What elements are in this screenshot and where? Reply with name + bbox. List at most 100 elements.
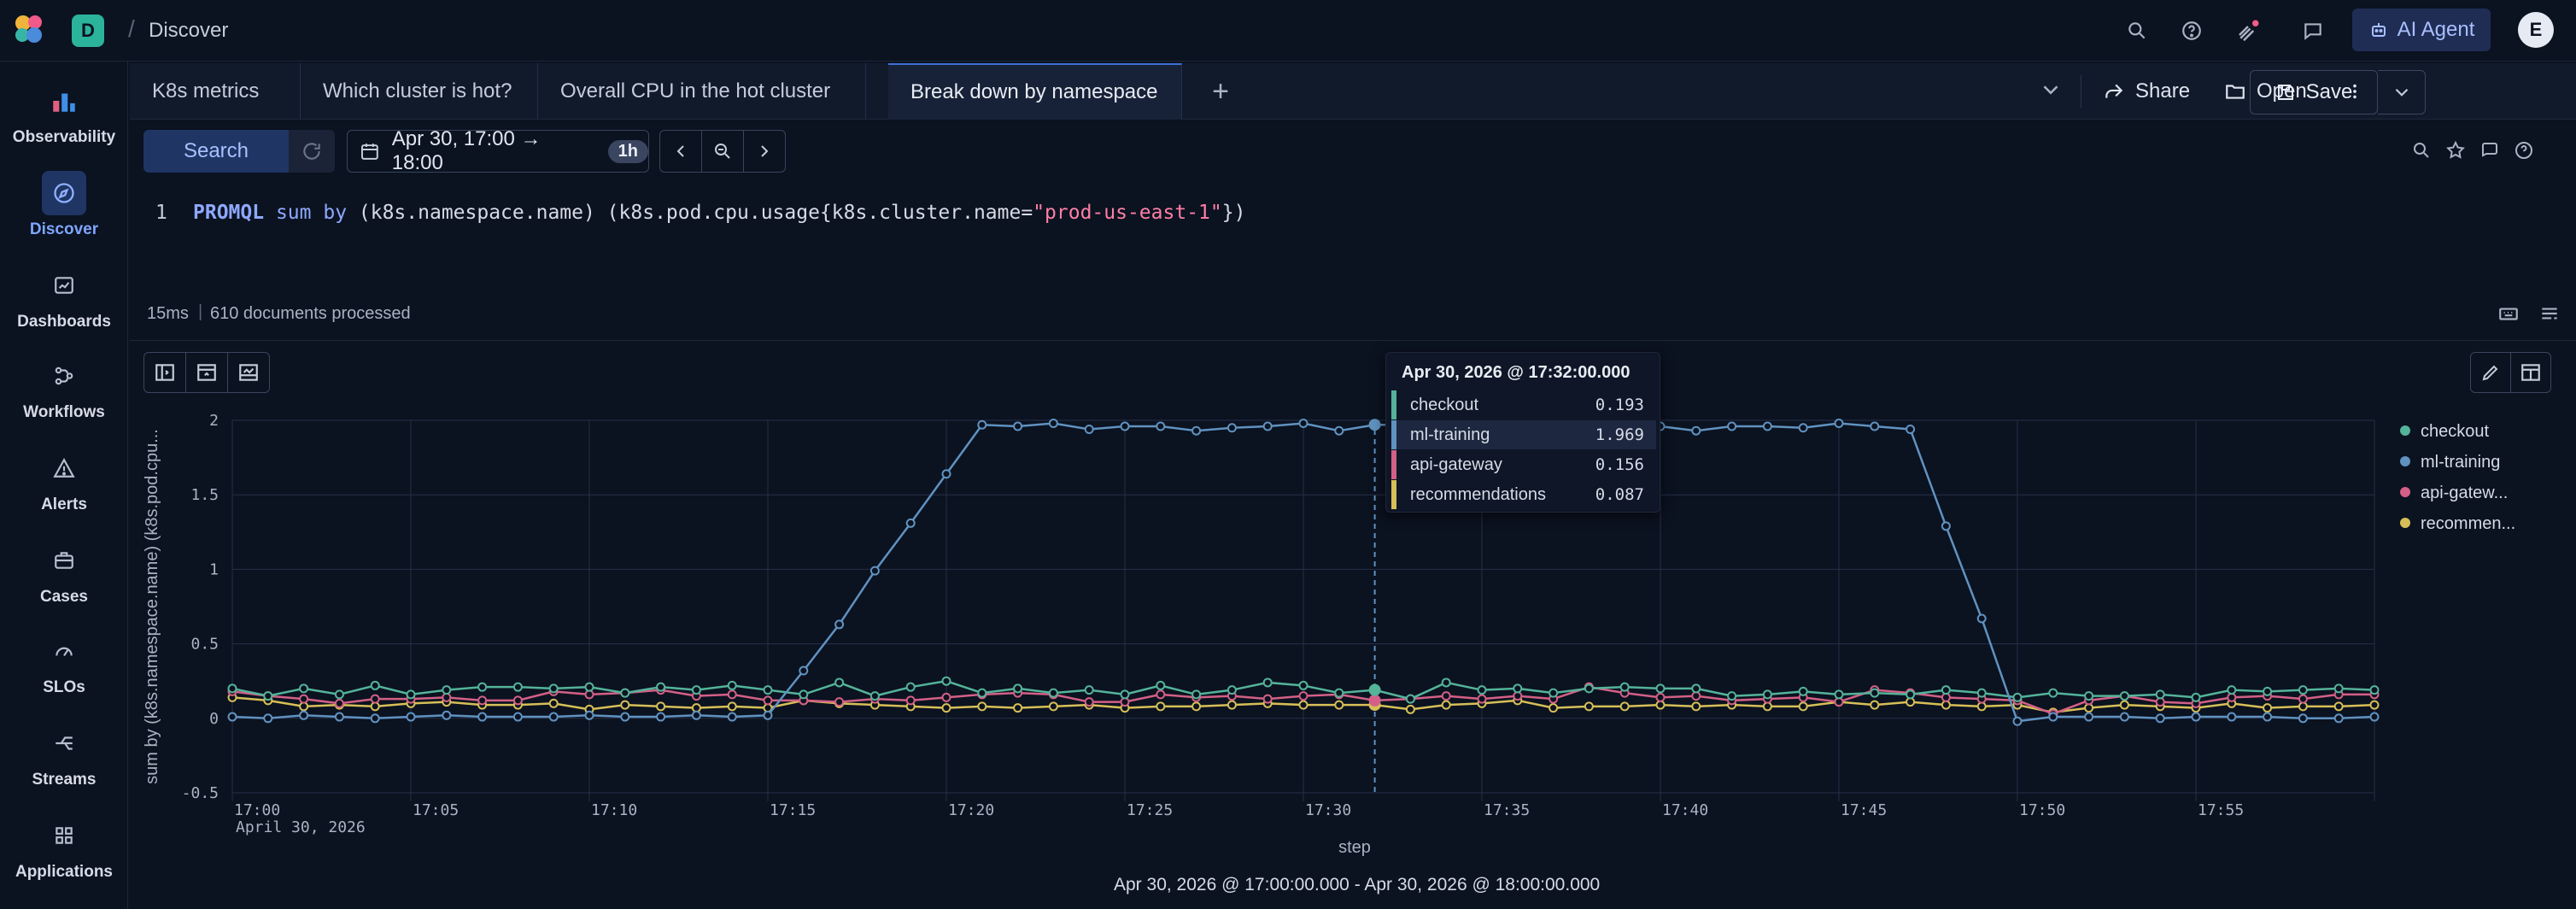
data-point[interactable] (1976, 613, 1987, 624)
data-point[interactable] (1762, 421, 1772, 431)
data-point[interactable] (1227, 423, 1237, 433)
data-point[interactable] (2333, 713, 2344, 724)
data-point[interactable] (620, 688, 630, 698)
star-icon[interactable] (2443, 133, 2468, 167)
chevron-down-icon[interactable] (2038, 77, 2064, 108)
legend-item[interactable]: ml-training (2400, 453, 2500, 472)
data-point[interactable] (727, 712, 737, 722)
user-avatar[interactable]: E (2518, 12, 2554, 48)
data-point[interactable] (941, 703, 951, 713)
sidebar-item-slos[interactable]: SLOs (0, 620, 128, 706)
data-point[interactable] (1549, 688, 1559, 698)
data-point[interactable] (2298, 694, 2308, 704)
data-point[interactable] (1156, 421, 1166, 431)
search-icon[interactable] (2409, 133, 2434, 167)
settings-list-icon[interactable] (2538, 302, 2561, 330)
data-point[interactable] (727, 680, 737, 690)
data-point[interactable] (834, 697, 845, 707)
data-point[interactable] (2191, 712, 2201, 722)
data-point[interactable] (1976, 701, 1987, 712)
data-point[interactable] (2298, 713, 2308, 724)
data-point[interactable] (1691, 691, 1701, 701)
data-point[interactable] (477, 695, 488, 706)
data-point[interactable] (1048, 418, 1058, 428)
data-point[interactable] (1368, 694, 1381, 707)
data-point[interactable] (477, 712, 488, 722)
save-dropdown-chevron-icon[interactable] (2378, 70, 2426, 114)
data-point[interactable] (1084, 424, 1094, 434)
ai-agent-button[interactable]: AI Agent (2352, 9, 2491, 51)
data-point[interactable] (1120, 689, 1130, 700)
data-point[interactable] (763, 685, 773, 695)
data-point[interactable] (1298, 680, 1308, 690)
data-point[interactable] (1584, 683, 1594, 694)
data-point[interactable] (370, 701, 380, 712)
data-point[interactable] (1513, 683, 1523, 694)
data-point[interactable] (1834, 418, 1844, 428)
keyboard-icon[interactable] (2497, 302, 2520, 330)
data-point[interactable] (299, 683, 309, 694)
elastic-logo-icon[interactable] (12, 12, 46, 46)
add-tab-plus-icon[interactable]: + (1212, 74, 1229, 108)
data-point[interactable] (1156, 701, 1166, 712)
data-point[interactable] (2298, 701, 2308, 712)
data-point[interactable] (905, 682, 916, 692)
feedback-icon[interactable] (2477, 133, 2503, 167)
data-point[interactable] (406, 712, 416, 722)
data-point[interactable] (2227, 692, 2237, 702)
data-point[interactable] (1262, 694, 1273, 704)
sidebar-item-cases[interactable]: Cases (0, 530, 128, 615)
toggle-sidebar-icon[interactable] (143, 352, 186, 393)
data-point[interactable] (1941, 685, 1951, 695)
news-feed-icon[interactable] (2234, 17, 2262, 44)
data-point[interactable] (727, 701, 737, 712)
data-point[interactable] (1870, 688, 1880, 698)
data-point[interactable] (1368, 419, 1381, 431)
data-point[interactable] (1298, 700, 1308, 710)
tab-which-cluster-is-hot[interactable]: Which cluster is hot? (301, 63, 538, 120)
sidebar-item-alerts[interactable]: Alerts (0, 437, 128, 523)
data-point[interactable] (584, 710, 594, 720)
data-point[interactable] (1941, 692, 1951, 702)
data-point[interactable] (2119, 712, 2129, 722)
data-point[interactable] (2084, 691, 2094, 701)
data-point[interactable] (263, 691, 273, 701)
save-button[interactable]: Save (2250, 70, 2378, 114)
data-point[interactable] (548, 683, 559, 694)
data-point[interactable] (1477, 685, 1487, 695)
data-point[interactable] (1834, 697, 1844, 707)
data-point[interactable] (1191, 701, 1202, 712)
data-point[interactable] (1834, 689, 1844, 700)
data-point[interactable] (584, 682, 594, 692)
data-point[interactable] (2263, 703, 2273, 713)
help-icon[interactable] (2178, 17, 2205, 44)
data-point[interactable] (2333, 683, 2344, 694)
data-point[interactable] (834, 619, 845, 630)
data-point[interactable] (2048, 688, 2058, 698)
data-point[interactable] (1906, 689, 1916, 700)
refresh-icon[interactable] (289, 130, 335, 173)
data-point[interactable] (442, 685, 452, 695)
data-point[interactable] (227, 712, 237, 722)
data-point[interactable] (1976, 688, 1987, 698)
data-point[interactable] (2155, 689, 2165, 700)
data-point[interactable] (1441, 677, 1451, 688)
sidebar-item-streams[interactable]: Streams (0, 713, 128, 798)
data-point[interactable] (2012, 716, 2023, 726)
expand-chart-icon[interactable] (227, 352, 270, 393)
data-point[interactable] (1084, 685, 1094, 695)
data-point[interactable] (1405, 704, 1415, 714)
data-point[interactable] (763, 710, 773, 720)
data-point[interactable] (1906, 424, 1916, 434)
data-point[interactable] (869, 691, 880, 701)
sidebar-item-discover[interactable]: Discover (0, 162, 128, 248)
sidebar-item-applications[interactable]: Applications (0, 805, 128, 890)
data-point[interactable] (620, 712, 630, 722)
data-point[interactable] (1227, 685, 1237, 695)
data-point[interactable] (1048, 688, 1058, 698)
data-point[interactable] (370, 680, 380, 690)
data-point[interactable] (691, 710, 701, 720)
data-point[interactable] (406, 689, 416, 700)
data-point[interactable] (1227, 700, 1237, 710)
data-point[interactable] (334, 712, 344, 722)
